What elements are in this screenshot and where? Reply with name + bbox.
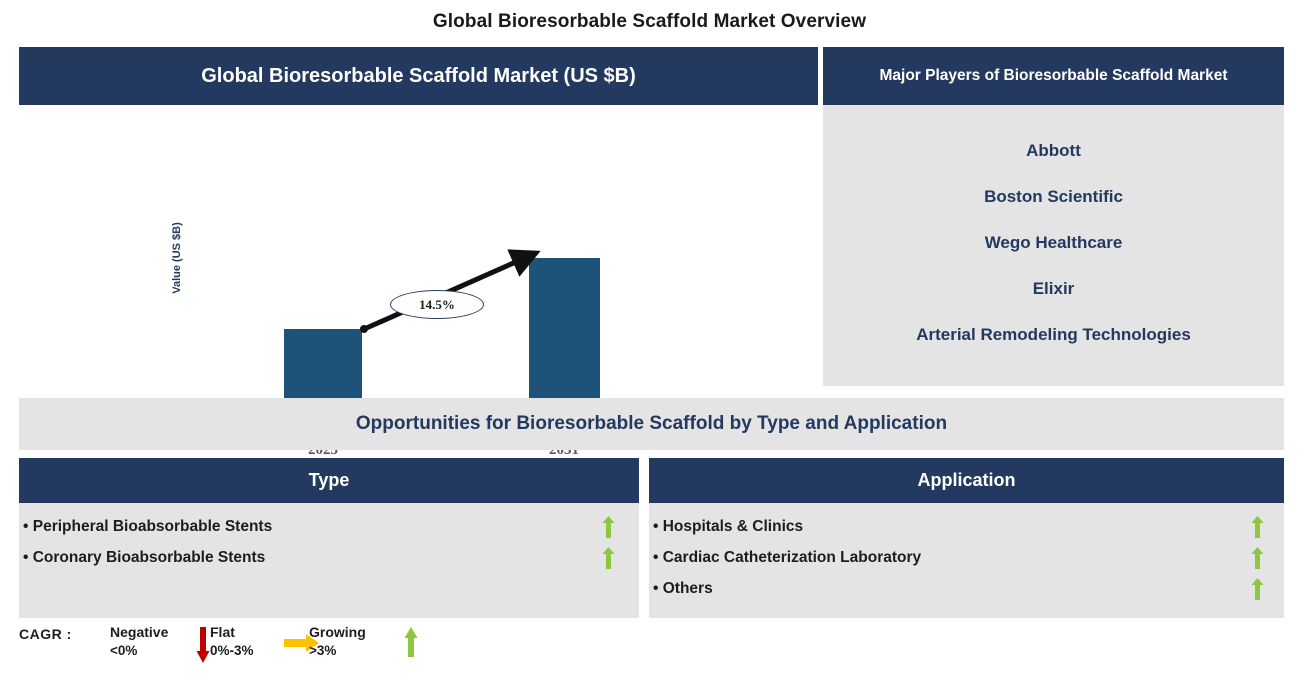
players-list: Abbott Boston Scientific Wego Healthcare… xyxy=(823,105,1284,386)
arrow-up-icon xyxy=(1251,577,1264,600)
arrow-up-icon xyxy=(1251,515,1264,538)
chart-plot-area: Value (US $B) 2025 2031 14.5% xyxy=(19,105,818,458)
table-row: • Cardiac Catheterization Laboratory xyxy=(649,542,1284,573)
major-players-panel: Major Players of Bioresorbable Scaffold … xyxy=(823,47,1284,386)
legend-range: <0% xyxy=(110,642,138,658)
application-opportunities-table: Application • Hospitals & Clinics • Card… xyxy=(649,458,1284,618)
table-row: • Coronary Bioabsorbable Stents xyxy=(19,542,639,573)
arrow-down-icon xyxy=(196,627,210,663)
legend-label: Negative xyxy=(110,624,169,640)
legend-range: 0%-3% xyxy=(210,642,254,658)
arrow-up-icon xyxy=(1251,546,1264,569)
growth-arrow-icon xyxy=(360,249,541,333)
table-cell-label: • Coronary Bioabsorbable Stents xyxy=(23,548,266,566)
legend-label: Growing xyxy=(309,624,366,640)
market-chart-panel: Global Bioresorbable Scaffold Market (US… xyxy=(19,47,818,458)
arrow-up-icon xyxy=(602,515,615,538)
list-item: Wego Healthcare xyxy=(984,233,1123,253)
list-item: Boston Scientific xyxy=(984,187,1123,207)
page-title: Global Bioresorbable Scaffold Market Ove… xyxy=(432,11,867,32)
type-opportunities-table: Type • Peripheral Bioabsorbable Stents •… xyxy=(19,458,639,618)
list-item: Abbott xyxy=(1026,141,1081,161)
chart-y-axis-label: Value (US $B) xyxy=(171,222,183,294)
arrow-up-icon xyxy=(404,627,418,657)
table-cell-label: • Peripheral Bioabsorbable Stents xyxy=(23,517,273,535)
table-cell-label: • Hospitals & Clinics xyxy=(653,517,804,535)
legend-label: Flat xyxy=(210,624,235,640)
players-panel-header: Major Players of Bioresorbable Scaffold … xyxy=(823,47,1284,105)
legend-range: >3% xyxy=(309,642,337,658)
chart-panel-header: Global Bioresorbable Scaffold Market (US… xyxy=(19,47,818,105)
legend-item-flat: Flat 0%-3% xyxy=(210,624,254,659)
table-row: • Peripheral Bioabsorbable Stents xyxy=(19,511,639,542)
table-row: • Others xyxy=(649,573,1284,604)
arrow-up-icon xyxy=(602,546,615,569)
application-table-header: Application xyxy=(649,458,1284,503)
list-item: Arterial Remodeling Technologies xyxy=(916,325,1191,344)
legend-item-growing: Growing >3% xyxy=(309,624,366,659)
arrow-right-icon xyxy=(284,634,319,652)
type-table-header: Type xyxy=(19,458,639,503)
legend-item-negative: Negative <0% xyxy=(110,624,168,659)
table-cell-label: • Others xyxy=(653,579,713,597)
cagr-legend: CAGR : Negative <0% Flat 0%-3% Growing >… xyxy=(19,624,449,668)
table-row: • Hospitals & Clinics xyxy=(649,511,1284,542)
type-table-body: • Peripheral Bioabsorbable Stents • Coro… xyxy=(19,503,639,618)
table-cell-label: • Cardiac Catheterization Laboratory xyxy=(653,548,922,566)
cagr-legend-title: CAGR : xyxy=(19,626,72,642)
cagr-callout-badge: 14.5% xyxy=(390,290,484,319)
list-item: Elixir xyxy=(1032,279,1075,299)
opportunities-banner: Opportunities for Bioresorbable Scaffold… xyxy=(19,398,1284,450)
application-table-body: • Hospitals & Clinics • Cardiac Catheter… xyxy=(649,503,1284,618)
